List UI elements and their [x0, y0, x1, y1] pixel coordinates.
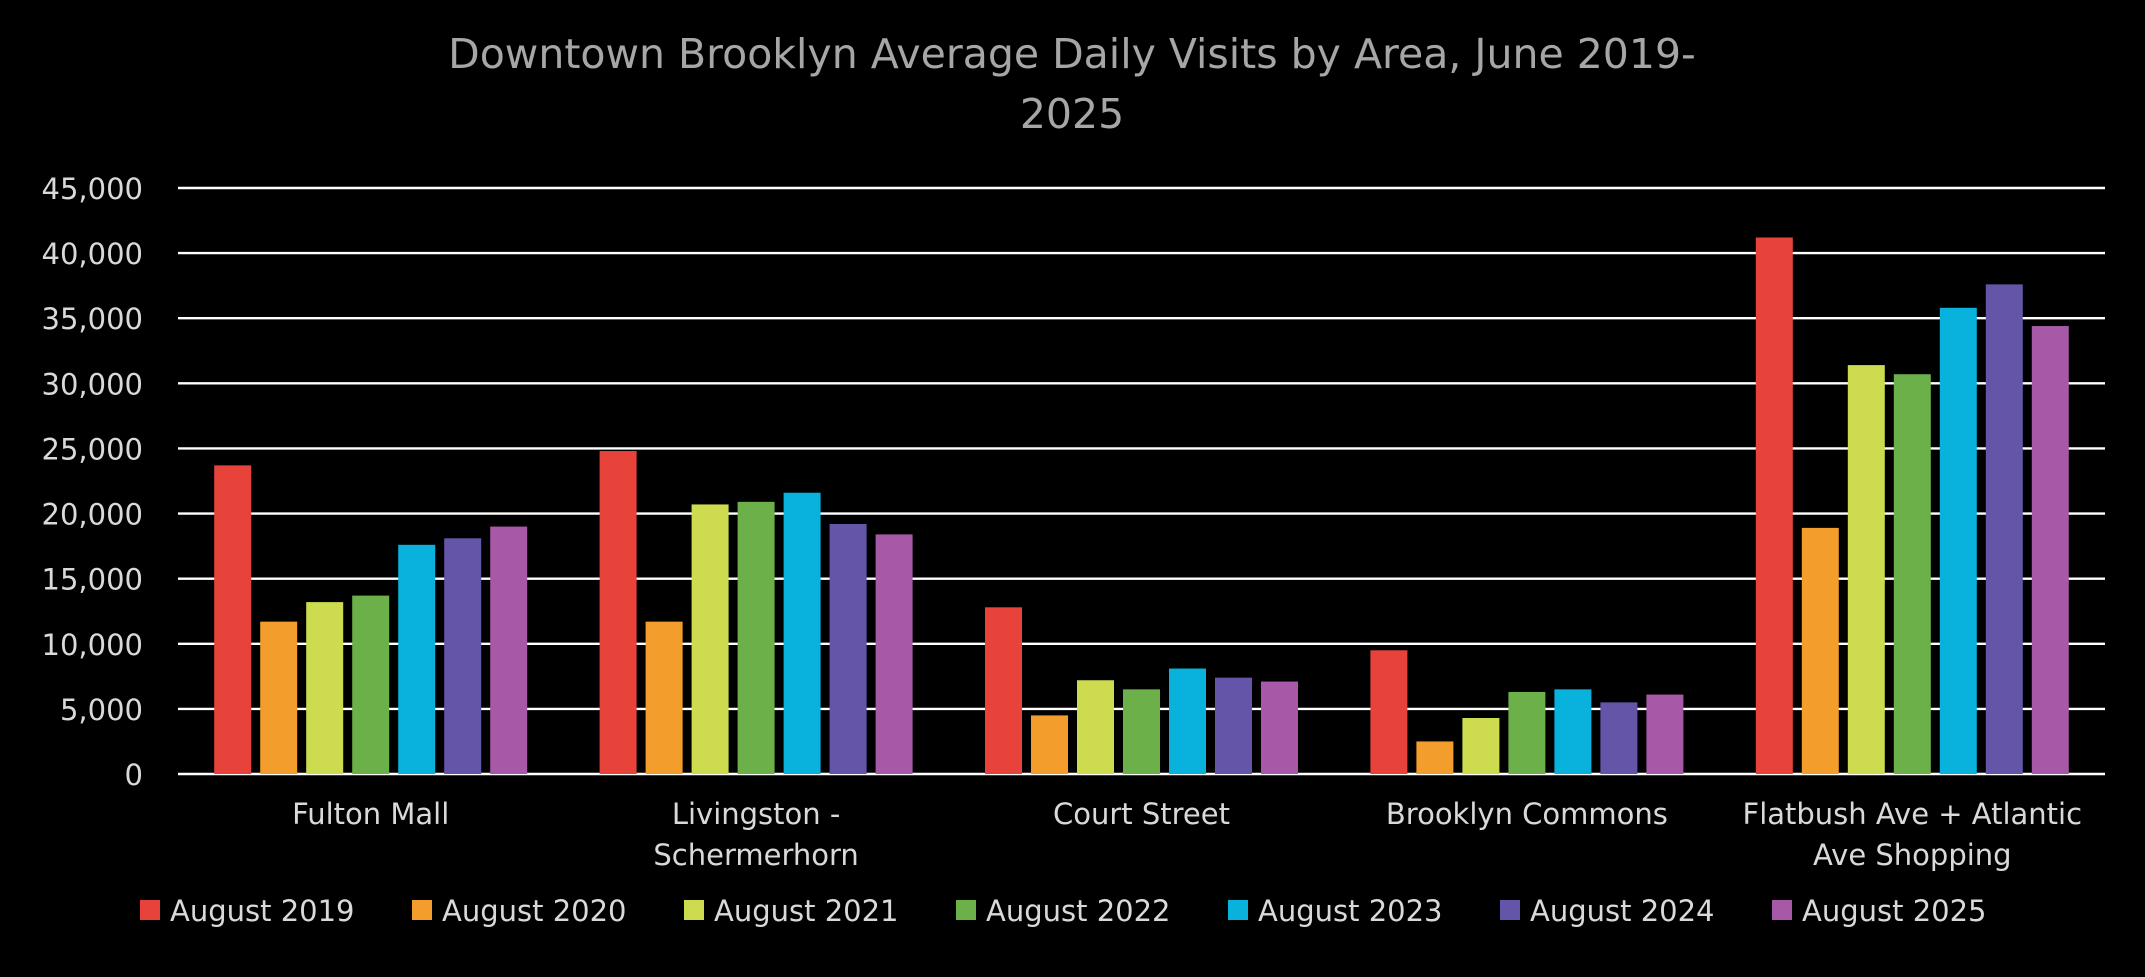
bar [691, 504, 729, 774]
bar [985, 607, 1022, 774]
legend-label: August 2023 [1258, 894, 1443, 928]
x-category-label: Brooklyn Commons [1386, 797, 1668, 831]
bar [1215, 677, 1252, 774]
y-tick-label: 15,000 [42, 563, 143, 597]
chart-title: Downtown Brooklyn Average Daily Visits b… [448, 30, 1696, 138]
bar [214, 465, 252, 774]
y-axis-ticks: 0 5,000 10,000 15,000 20,000 25,000 30,000 35,0… [42, 172, 143, 792]
x-category-label: Livingston - [672, 797, 841, 831]
bar [2031, 326, 2069, 774]
bars [214, 237, 2069, 775]
x-category-label: Ave Shopping [1813, 838, 2012, 872]
bar [398, 544, 436, 774]
bar [737, 501, 775, 774]
legend-swatch [412, 900, 432, 920]
bar [829, 523, 867, 774]
legend-swatch [1772, 900, 1792, 920]
y-tick-label: 30,000 [42, 367, 143, 401]
y-tick-label: 40,000 [42, 237, 143, 271]
legend-swatch [140, 900, 160, 920]
bar [1370, 650, 1408, 774]
bar [1985, 284, 2023, 774]
bar [1123, 689, 1160, 774]
bar [1169, 668, 1206, 774]
legend-swatch [1500, 900, 1520, 920]
legend-swatch [1228, 900, 1248, 920]
legend-label: August 2019 [170, 894, 355, 928]
y-tick-label: 20,000 [42, 498, 143, 532]
bar [306, 602, 344, 774]
legend-label: August 2022 [986, 894, 1171, 928]
bar [1755, 237, 1793, 775]
x-category-label: Schermerhorn [653, 838, 858, 872]
bar [1939, 307, 1977, 774]
legend-label: August 2020 [442, 894, 627, 928]
x-axis-categories: Fulton Mall Livingston - Schermerhorn Court… [292, 797, 2082, 872]
bar [1462, 718, 1500, 774]
legend-label: August 2025 [1802, 894, 1987, 928]
bar [1508, 691, 1546, 774]
bar [1554, 689, 1592, 774]
legend-label: August 2024 [1530, 894, 1715, 928]
legend-label: August 2021 [714, 894, 899, 928]
x-category-label: Fulton Mall [292, 797, 449, 831]
bar [1801, 527, 1839, 774]
y-tick-label: 5,000 [60, 693, 143, 727]
legend-swatch [956, 900, 976, 920]
bar [260, 621, 298, 774]
bar [1031, 715, 1068, 774]
y-tick-label: 35,000 [42, 302, 143, 336]
y-tick-label: 10,000 [42, 628, 143, 662]
x-category-label: Court Street [1053, 797, 1230, 831]
y-tick-label: 25,000 [42, 432, 143, 466]
bar [1646, 694, 1684, 774]
y-tick-label: 0 [125, 758, 143, 792]
bar [444, 538, 482, 774]
chart-title-line: Downtown Brooklyn Average Daily Visits b… [448, 30, 1696, 78]
legend-swatch [684, 900, 704, 920]
bar [645, 621, 683, 774]
bar [1600, 702, 1638, 774]
bar [1077, 680, 1114, 774]
bar [1893, 374, 1931, 774]
bar [599, 451, 637, 774]
bar [1261, 681, 1298, 774]
bar [1416, 741, 1454, 774]
bar [875, 534, 913, 774]
bar [352, 595, 390, 774]
chart-title-line: 2025 [1020, 90, 1124, 138]
bar [1847, 365, 1885, 774]
y-tick-label: 45,000 [42, 172, 143, 206]
x-category-label: Flatbush Ave + Atlantic [1743, 797, 2083, 831]
bar [783, 492, 821, 774]
bar [490, 526, 528, 774]
legend: August 2019 August 2020 August 2021 August … [140, 894, 1987, 928]
